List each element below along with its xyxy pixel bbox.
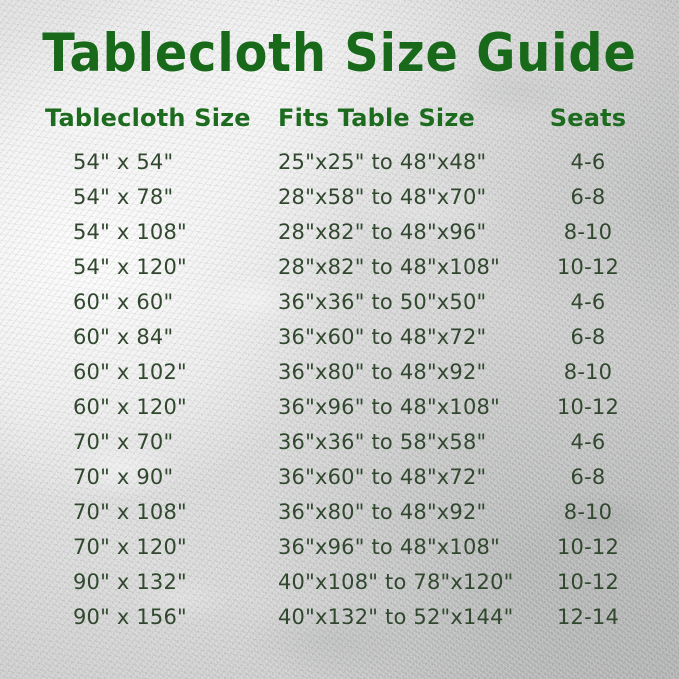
cell-fits-table-size: 36"x96" to 48"x108" [278, 535, 500, 559]
cell-tablecloth-size: 60" x 102" [73, 360, 187, 384]
cell-tablecloth-size: 60" x 120" [73, 395, 187, 419]
cell-tablecloth-size: 70" x 90" [73, 465, 174, 489]
cell-fits-table-size: 36"x96" to 48"x108" [278, 395, 500, 419]
cell-tablecloth-size: 54" x 120" [73, 255, 187, 279]
table-header-row: Tablecloth Size Fits Table Size Seats [0, 104, 679, 150]
cell-seats: 12-14 [556, 605, 620, 629]
table-row: 70" x 70" 36"x36" to 58"x58" 4-6 [0, 430, 679, 465]
cell-seats: 8-10 [563, 500, 613, 524]
cell-fits-table-size: 28"x58" to 48"x70" [278, 185, 487, 209]
cell-seats: 6-8 [570, 465, 606, 489]
cell-tablecloth-size: 70" x 120" [73, 535, 187, 559]
cell-seats: 6-8 [570, 325, 606, 349]
cell-seats: 6-8 [570, 185, 606, 209]
cell-fits-table-size: 40"x108" to 78"x120" [278, 570, 514, 594]
cell-tablecloth-size: 54" x 54" [73, 150, 174, 174]
cell-fits-table-size: 25"x25" to 48"x48" [278, 150, 487, 174]
cell-tablecloth-size: 60" x 84" [73, 325, 174, 349]
cell-fits-table-size: 36"x36" to 50"x50" [278, 290, 487, 314]
cell-seats: 4-6 [570, 290, 606, 314]
table-row: 54" x 120" 28"x82" to 48"x108" 10-12 [0, 255, 679, 290]
cell-tablecloth-size: 90" x 132" [73, 570, 187, 594]
column-header-tablecloth-size: Tablecloth Size [45, 104, 251, 132]
page-title: Tablecloth Size Guide [42, 23, 637, 84]
cell-seats: 10-12 [556, 395, 620, 419]
cell-seats: 10-12 [556, 570, 620, 594]
table-row: 90" x 132" 40"x108" to 78"x120" 10-12 [0, 570, 679, 605]
cell-seats: 8-10 [563, 360, 613, 384]
cell-fits-table-size: 36"x36" to 58"x58" [278, 430, 487, 454]
table-row: 70" x 108" 36"x80" to 48"x92" 8-10 [0, 500, 679, 535]
cell-fits-table-size: 28"x82" to 48"x108" [278, 255, 500, 279]
cell-tablecloth-size: 54" x 108" [73, 220, 187, 244]
table-row: 60" x 120" 36"x96" to 48"x108" 10-12 [0, 395, 679, 430]
cell-tablecloth-size: 54" x 78" [73, 185, 174, 209]
cell-fits-table-size: 28"x82" to 48"x96" [278, 220, 487, 244]
cell-seats: 4-6 [570, 150, 606, 174]
cell-tablecloth-size: 90" x 156" [73, 605, 187, 629]
cell-fits-table-size: 40"x132" to 52"x144" [278, 605, 514, 629]
table-row: 54" x 108" 28"x82" to 48"x96" 8-10 [0, 220, 679, 255]
cell-seats: 8-10 [563, 220, 613, 244]
table-row: 54" x 54" 25"x25" to 48"x48" 4-6 [0, 150, 679, 185]
size-guide-table: Tablecloth Size Fits Table Size Seats 54… [0, 104, 679, 640]
table-row: 60" x 102" 36"x80" to 48"x92" 8-10 [0, 360, 679, 395]
table-row: 54" x 78" 28"x58" to 48"x70" 6-8 [0, 185, 679, 220]
table-row: 60" x 84" 36"x60" to 48"x72" 6-8 [0, 325, 679, 360]
table-row: 60" x 60" 36"x36" to 50"x50" 4-6 [0, 290, 679, 325]
cell-tablecloth-size: 60" x 60" [73, 290, 174, 314]
cell-tablecloth-size: 70" x 108" [73, 500, 187, 524]
cell-tablecloth-size: 70" x 70" [73, 430, 174, 454]
cell-fits-table-size: 36"x60" to 48"x72" [278, 465, 487, 489]
cell-seats: 10-12 [556, 535, 620, 559]
table-row: 90" x 156" 40"x132" to 52"x144" 12-14 [0, 605, 679, 640]
table-row: 70" x 120" 36"x96" to 48"x108" 10-12 [0, 535, 679, 570]
cell-fits-table-size: 36"x80" to 48"x92" [278, 360, 487, 384]
cell-seats: 10-12 [556, 255, 620, 279]
cell-fits-table-size: 36"x80" to 48"x92" [278, 500, 487, 524]
table-row: 70" x 90" 36"x60" to 48"x72" 6-8 [0, 465, 679, 500]
column-header-seats: Seats [549, 104, 627, 132]
column-header-fits-table-size: Fits Table Size [278, 104, 476, 132]
cell-seats: 4-6 [570, 430, 606, 454]
cell-fits-table-size: 36"x60" to 48"x72" [278, 325, 487, 349]
